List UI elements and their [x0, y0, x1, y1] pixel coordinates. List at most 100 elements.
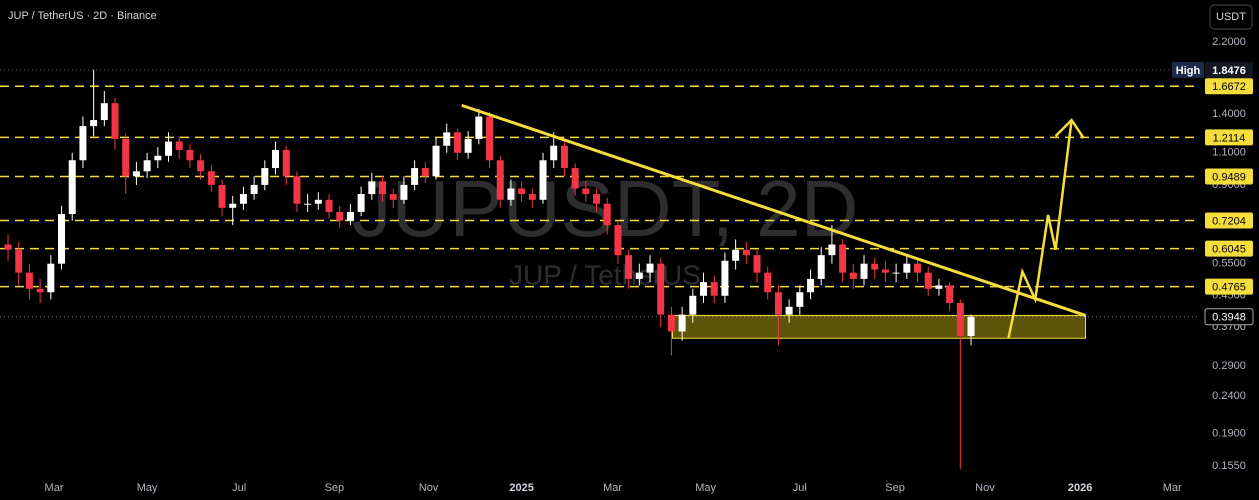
currency-button[interactable]	[1209, 4, 1253, 30]
candle-body	[400, 184, 408, 200]
candle-body	[518, 188, 526, 195]
candle-body	[646, 263, 654, 273]
candle-body	[368, 181, 376, 195]
support-zone	[671, 314, 1087, 339]
level-tag-label: 0.9489	[1212, 171, 1246, 183]
high-tag	[1205, 61, 1253, 78]
candle-body	[807, 278, 815, 293]
level-tag-label: 0.7204	[1212, 215, 1246, 227]
candle-body	[357, 194, 365, 212]
x-tick-label: Mar	[45, 482, 64, 494]
level-tag	[1205, 78, 1253, 95]
candle-body	[582, 188, 590, 195]
candle-body	[175, 141, 183, 150]
y-tick-label: 0.2400	[1212, 390, 1246, 402]
candle-body	[122, 138, 130, 177]
high-name-tag	[1172, 61, 1204, 78]
candle-body	[710, 282, 718, 296]
x-tick-label: Mar	[1163, 482, 1182, 494]
candle-body	[571, 168, 579, 189]
candle-body	[464, 138, 472, 153]
candle-body	[389, 194, 397, 200]
candle-body	[90, 120, 98, 127]
candle-body	[700, 282, 708, 296]
candle-body	[250, 184, 258, 195]
candle-body	[218, 184, 226, 208]
x-tick-label: Sep	[325, 482, 345, 494]
candle-body	[68, 160, 76, 215]
candle-body	[346, 211, 354, 221]
candle-body	[625, 255, 633, 279]
candle-body	[496, 160, 504, 200]
y-tick-label: 1.4000	[1212, 108, 1246, 120]
candle-body	[774, 292, 782, 315]
candle-body	[871, 263, 879, 270]
level-tag-label: 0.4765	[1212, 282, 1246, 294]
level-tag	[1205, 212, 1253, 229]
arrow-head	[1054, 118, 1085, 139]
y-tick-label: 2.2000	[1212, 36, 1246, 48]
candle-body	[817, 255, 825, 279]
y-tick-label: 0.2900	[1212, 360, 1246, 372]
candle-body	[507, 188, 515, 200]
candle-body	[100, 103, 108, 121]
candle-body	[154, 155, 162, 161]
candle-body	[79, 126, 87, 161]
x-tick-label: May	[137, 482, 158, 494]
candle-body	[379, 181, 387, 195]
candle-body	[967, 316, 975, 336]
candle-body	[132, 171, 140, 177]
candle-body	[325, 199, 333, 212]
last-price-label: 0.3948	[1212, 312, 1246, 324]
level-tag	[1205, 168, 1253, 185]
x-tick-label: May	[695, 482, 716, 494]
candle-body	[946, 285, 954, 304]
candle-body	[165, 141, 173, 156]
x-tick-label: Sep	[885, 482, 905, 494]
candle-body	[528, 194, 536, 200]
candle-body	[304, 203, 312, 205]
candle-body	[924, 272, 932, 289]
candle-body	[667, 314, 675, 332]
candle-body	[15, 249, 23, 273]
candle-body	[903, 263, 911, 273]
candle-body	[539, 160, 547, 200]
x-tick-label: Jul	[793, 482, 807, 494]
high-tag-label: 1.8476	[1212, 65, 1246, 77]
candle-body	[635, 272, 643, 279]
candle-body	[336, 211, 344, 221]
candle-body	[261, 168, 269, 185]
level-tag	[1205, 129, 1253, 146]
candle-body	[935, 285, 943, 289]
watermark-subtitle: JUP / TetherUS	[509, 259, 701, 290]
candle-body	[860, 263, 868, 279]
candle-body	[721, 260, 729, 296]
candle-body	[560, 145, 568, 169]
x-tick-label: Jul	[232, 482, 246, 494]
candle-body	[197, 160, 205, 172]
candle-body	[839, 244, 847, 273]
trendline	[461, 103, 1086, 317]
candle-body	[421, 168, 429, 177]
candle-body	[25, 272, 33, 289]
level-tag	[1205, 278, 1253, 295]
candle-body	[272, 149, 280, 169]
candle-body	[603, 203, 611, 226]
x-tick-label: Mar	[603, 482, 622, 494]
candle-body	[689, 295, 697, 315]
candle-body	[111, 103, 119, 139]
y-tick-label: 0.1550	[1212, 460, 1246, 472]
candle-body	[282, 149, 290, 177]
candle-body	[453, 132, 461, 153]
x-tick-label: 2025	[509, 482, 533, 494]
candle-body	[486, 116, 494, 161]
y-tick-label: 0.5500	[1212, 258, 1246, 270]
candle-body	[892, 272, 900, 274]
candle-body	[732, 249, 740, 261]
candle-body	[614, 225, 622, 256]
candle-body	[828, 244, 836, 256]
level-tag	[1205, 240, 1253, 257]
